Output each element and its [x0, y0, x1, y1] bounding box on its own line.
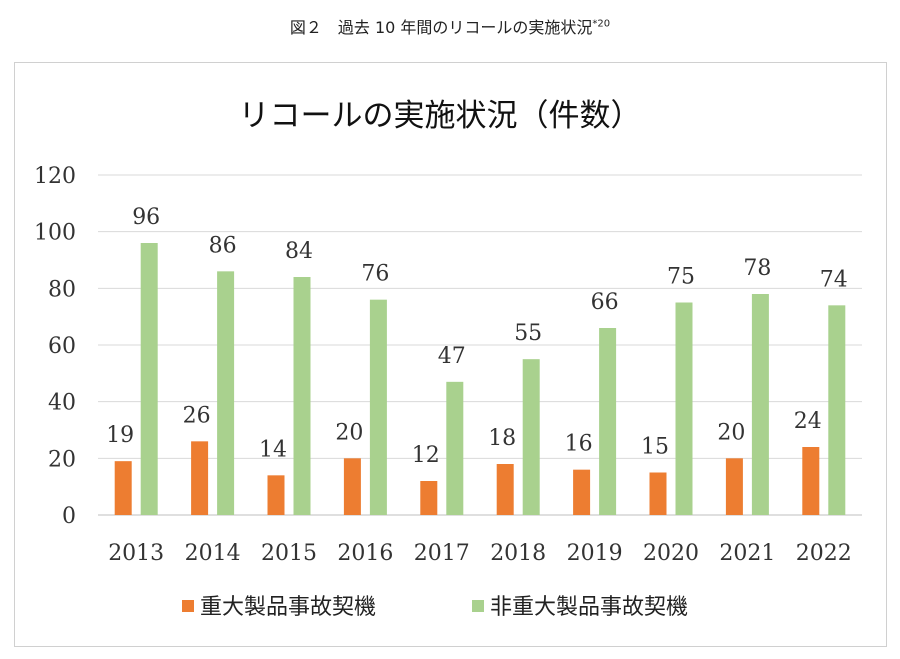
gridlines — [98, 174, 862, 516]
x-tick-label: 2020 — [643, 541, 699, 566]
bar — [751, 294, 769, 515]
data-labels: 19 96 26 86 14 84 20 76 12 47 18 55 16 66 15 75 20 78 24 74 — [106, 205, 848, 468]
x-tick-label: 2013 — [108, 541, 164, 566]
bar — [217, 271, 235, 515]
bar — [114, 461, 132, 515]
bar — [140, 243, 158, 515]
x-axis-ticks: 2013 2014 2015 2016 2017 2018 2019 2020 2021 2022 — [108, 541, 852, 566]
bar — [802, 447, 820, 515]
bar — [446, 381, 464, 515]
caption-text: 図２ 過去 10 年間のリコールの実施状況 — [289, 18, 593, 37]
data-label: 76 — [361, 262, 389, 287]
x-tick-label: 2022 — [796, 541, 852, 566]
caption-footnote: *20 — [592, 18, 611, 30]
x-tick-label: 2014 — [185, 541, 241, 566]
data-label: 20 — [717, 420, 745, 445]
legend-swatch — [182, 600, 194, 612]
data-label: 86 — [209, 233, 237, 258]
x-tick-label: 2018 — [490, 541, 546, 566]
legend-label: 重大製品事故契機 — [200, 595, 376, 620]
bar — [191, 441, 209, 515]
bar — [675, 302, 693, 515]
legend-label: 非重大製品事故契機 — [490, 595, 688, 620]
x-tick-label: 2015 — [261, 541, 317, 566]
data-label: 26 — [183, 403, 211, 428]
y-axis-ticks: 0 20 40 60 80 100 120 — [34, 164, 76, 529]
data-label: 14 — [259, 437, 287, 462]
bar — [267, 475, 285, 515]
x-tick-label: 2017 — [414, 541, 470, 566]
data-label: 12 — [412, 443, 440, 468]
data-label: 74 — [820, 267, 848, 292]
data-label: 75 — [667, 265, 695, 290]
bars — [114, 243, 846, 515]
bar — [293, 277, 311, 515]
x-tick-label: 2019 — [567, 541, 623, 566]
data-label: 47 — [438, 344, 466, 369]
x-tick-label: 2016 — [337, 541, 393, 566]
bar — [369, 299, 387, 515]
data-label: 16 — [565, 432, 593, 457]
data-label: 78 — [743, 256, 771, 281]
data-label: 18 — [488, 426, 516, 451]
data-label: 20 — [335, 420, 363, 445]
chart-title: リコールの実施状況（件数） — [239, 98, 642, 134]
y-tick-label: 80 — [48, 277, 76, 302]
bar — [420, 481, 438, 515]
figure-caption: 図２ 過去 10 年間のリコールの実施状況*20 — [0, 14, 900, 38]
y-tick-label: 20 — [48, 447, 76, 472]
bar — [828, 305, 846, 515]
chart-container — [14, 62, 887, 647]
bar — [573, 469, 591, 515]
bar — [599, 328, 617, 515]
bar — [725, 458, 743, 515]
y-tick-label: 120 — [34, 164, 76, 189]
bar — [649, 472, 667, 515]
y-tick-label: 0 — [62, 504, 76, 529]
y-tick-label: 100 — [34, 221, 76, 246]
bar — [496, 464, 514, 515]
data-label: 96 — [132, 205, 160, 230]
data-label: 84 — [285, 239, 313, 264]
x-tick-label: 2021 — [719, 541, 775, 566]
data-label: 15 — [641, 435, 669, 460]
bar — [343, 458, 361, 515]
data-label: 55 — [514, 321, 542, 346]
legend-swatch — [472, 600, 484, 612]
data-label: 24 — [794, 409, 822, 434]
bar — [522, 359, 540, 515]
y-tick-label: 60 — [48, 334, 76, 359]
data-label: 66 — [591, 290, 619, 315]
legend: 重大製品事故契機 非重大製品事故契機 — [182, 595, 688, 620]
data-label: 19 — [106, 423, 134, 448]
y-tick-label: 40 — [48, 391, 76, 416]
